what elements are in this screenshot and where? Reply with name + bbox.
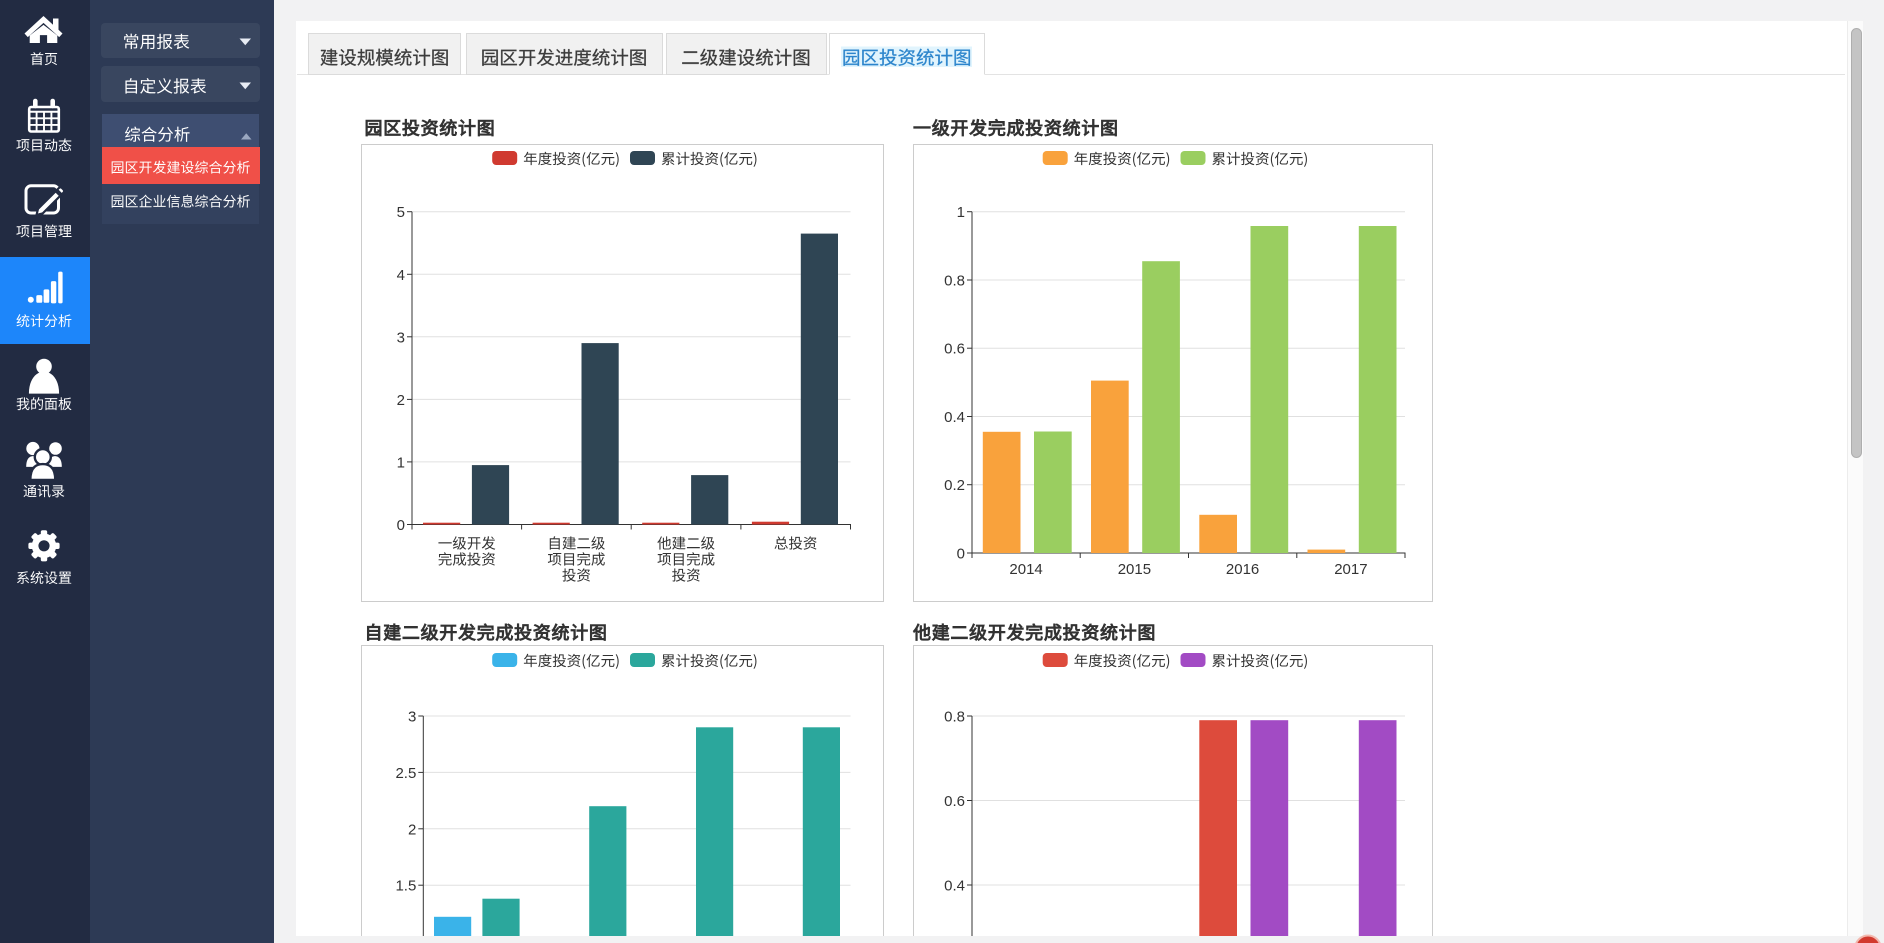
svg-text:0: 0 <box>957 546 965 563</box>
svg-text:0: 0 <box>397 517 405 534</box>
svg-text:1.5: 1.5 <box>395 878 416 895</box>
svg-text:0.6: 0.6 <box>944 341 965 358</box>
svg-text:2016: 2016 <box>1226 561 1259 578</box>
svg-text:2015: 2015 <box>1118 561 1151 578</box>
svg-text:3: 3 <box>408 709 416 726</box>
svg-text:2.5: 2.5 <box>395 765 416 782</box>
svg-text:1: 1 <box>397 454 405 471</box>
svg-text:0.4: 0.4 <box>944 409 965 426</box>
svg-text:2: 2 <box>397 392 405 409</box>
svg-text:1: 1 <box>957 204 965 221</box>
svg-text:0.8: 0.8 <box>944 709 965 726</box>
svg-text:0.2: 0.2 <box>944 477 965 494</box>
svg-text:2017: 2017 <box>1334 561 1367 578</box>
svg-text:0.6: 0.6 <box>944 793 965 810</box>
svg-text:2014: 2014 <box>1009 561 1042 578</box>
svg-text:0.4: 0.4 <box>944 878 965 895</box>
svg-text:0.8: 0.8 <box>944 273 965 290</box>
svg-text:2: 2 <box>408 821 416 838</box>
svg-text:5: 5 <box>397 204 405 221</box>
svg-text:3: 3 <box>397 329 405 346</box>
svg-text:4: 4 <box>397 267 405 284</box>
